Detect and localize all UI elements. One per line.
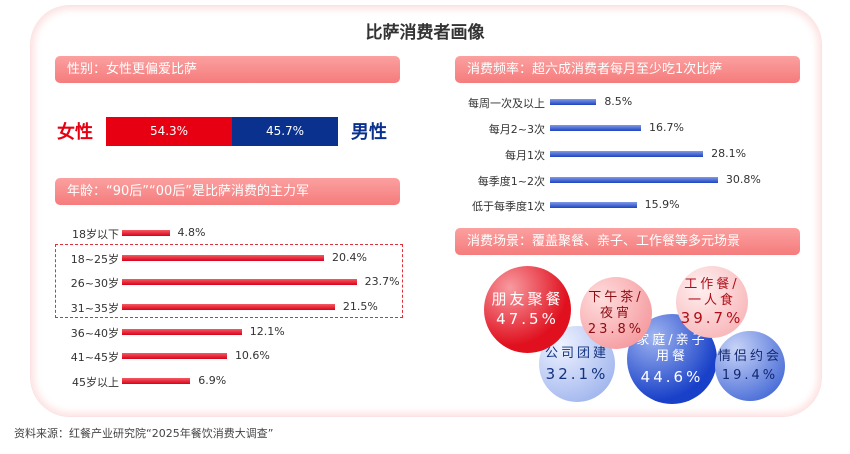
frequency-bar bbox=[550, 99, 597, 105]
age-label: 31~35岁 bbox=[70, 302, 119, 315]
age-bar bbox=[122, 279, 357, 285]
age-label: 45岁以上 bbox=[72, 376, 119, 389]
frequency-value: 15.9% bbox=[644, 198, 680, 211]
male-bar: 45.7% bbox=[232, 117, 338, 146]
age-bar bbox=[122, 378, 191, 384]
content-card bbox=[30, 5, 822, 417]
page-title: 比萨消费者画像 bbox=[365, 23, 485, 43]
frequency-header: 消费频率：超六成消费者每月至少吃1次比萨 bbox=[455, 56, 800, 83]
age-label: 18~25岁 bbox=[70, 253, 119, 266]
age-label: 36~40岁 bbox=[70, 327, 119, 340]
frequency-label: 低于每季度1次 bbox=[472, 200, 545, 213]
frequency-label: 每季度1~2次 bbox=[477, 175, 545, 188]
age-bar bbox=[122, 304, 335, 310]
age-value: 10.6% bbox=[234, 349, 270, 362]
bubble-afternoon-tea: 下午茶/夜宵 23.8% bbox=[580, 277, 652, 349]
frequency-value: 28.1% bbox=[711, 147, 747, 160]
age-value: 12.1% bbox=[249, 325, 285, 338]
female-label: 女性 bbox=[57, 122, 93, 143]
bubble-team-building: 公司团建 32.1% bbox=[539, 326, 615, 402]
bubble-friends: 朋友聚餐 47.5% bbox=[484, 266, 571, 353]
age-value: 4.8% bbox=[177, 226, 206, 239]
scenes-header: 消费场景：覆盖聚餐、亲子、工作餐等多元场景 bbox=[455, 228, 800, 255]
age-bar bbox=[122, 353, 227, 359]
age-label: 41~45岁 bbox=[70, 351, 119, 364]
source-note: 资料来源：红餐产业研究院“2025年餐饮消费大调查” bbox=[14, 427, 274, 440]
frequency-label: 每月1次 bbox=[505, 149, 545, 162]
age-header: 年龄：“90后”“00后”是比萨消费的主力军 bbox=[55, 178, 400, 205]
frequency-value: 16.7% bbox=[649, 121, 684, 134]
bubble-date: 情侣约会 19.4% bbox=[715, 331, 785, 401]
age-value: 21.5% bbox=[342, 300, 378, 313]
frequency-label: 每月2~3次 bbox=[488, 123, 545, 136]
frequency-bar bbox=[550, 125, 641, 131]
age-label: 18岁以下 bbox=[72, 228, 119, 241]
age-value: 23.7% bbox=[364, 275, 400, 288]
bubble-afternoon-tea-name: 下午茶/夜宵 bbox=[588, 289, 644, 321]
age-value: 6.9% bbox=[198, 374, 227, 387]
gender-header: 性别：女性更偏爱比萨 bbox=[55, 56, 400, 83]
age-bar bbox=[122, 255, 324, 261]
male-label: 男性 bbox=[351, 122, 387, 143]
frequency-value: 30.8% bbox=[725, 173, 761, 186]
age-bar bbox=[122, 230, 170, 236]
frequency-bar bbox=[550, 151, 704, 157]
bubble-work-meal: 工作餐/一人食 39.7% bbox=[676, 266, 748, 338]
age-bar bbox=[122, 329, 242, 335]
female-bar: 54.3% bbox=[106, 117, 232, 146]
frequency-bar bbox=[550, 202, 637, 208]
age-value: 20.4% bbox=[331, 251, 367, 264]
age-label: 26~30岁 bbox=[70, 277, 119, 290]
frequency-value: 8.5% bbox=[604, 95, 633, 108]
frequency-label: 每周一次及以上 bbox=[468, 97, 545, 110]
frequency-bar bbox=[550, 177, 718, 183]
highlight-box bbox=[55, 244, 403, 318]
